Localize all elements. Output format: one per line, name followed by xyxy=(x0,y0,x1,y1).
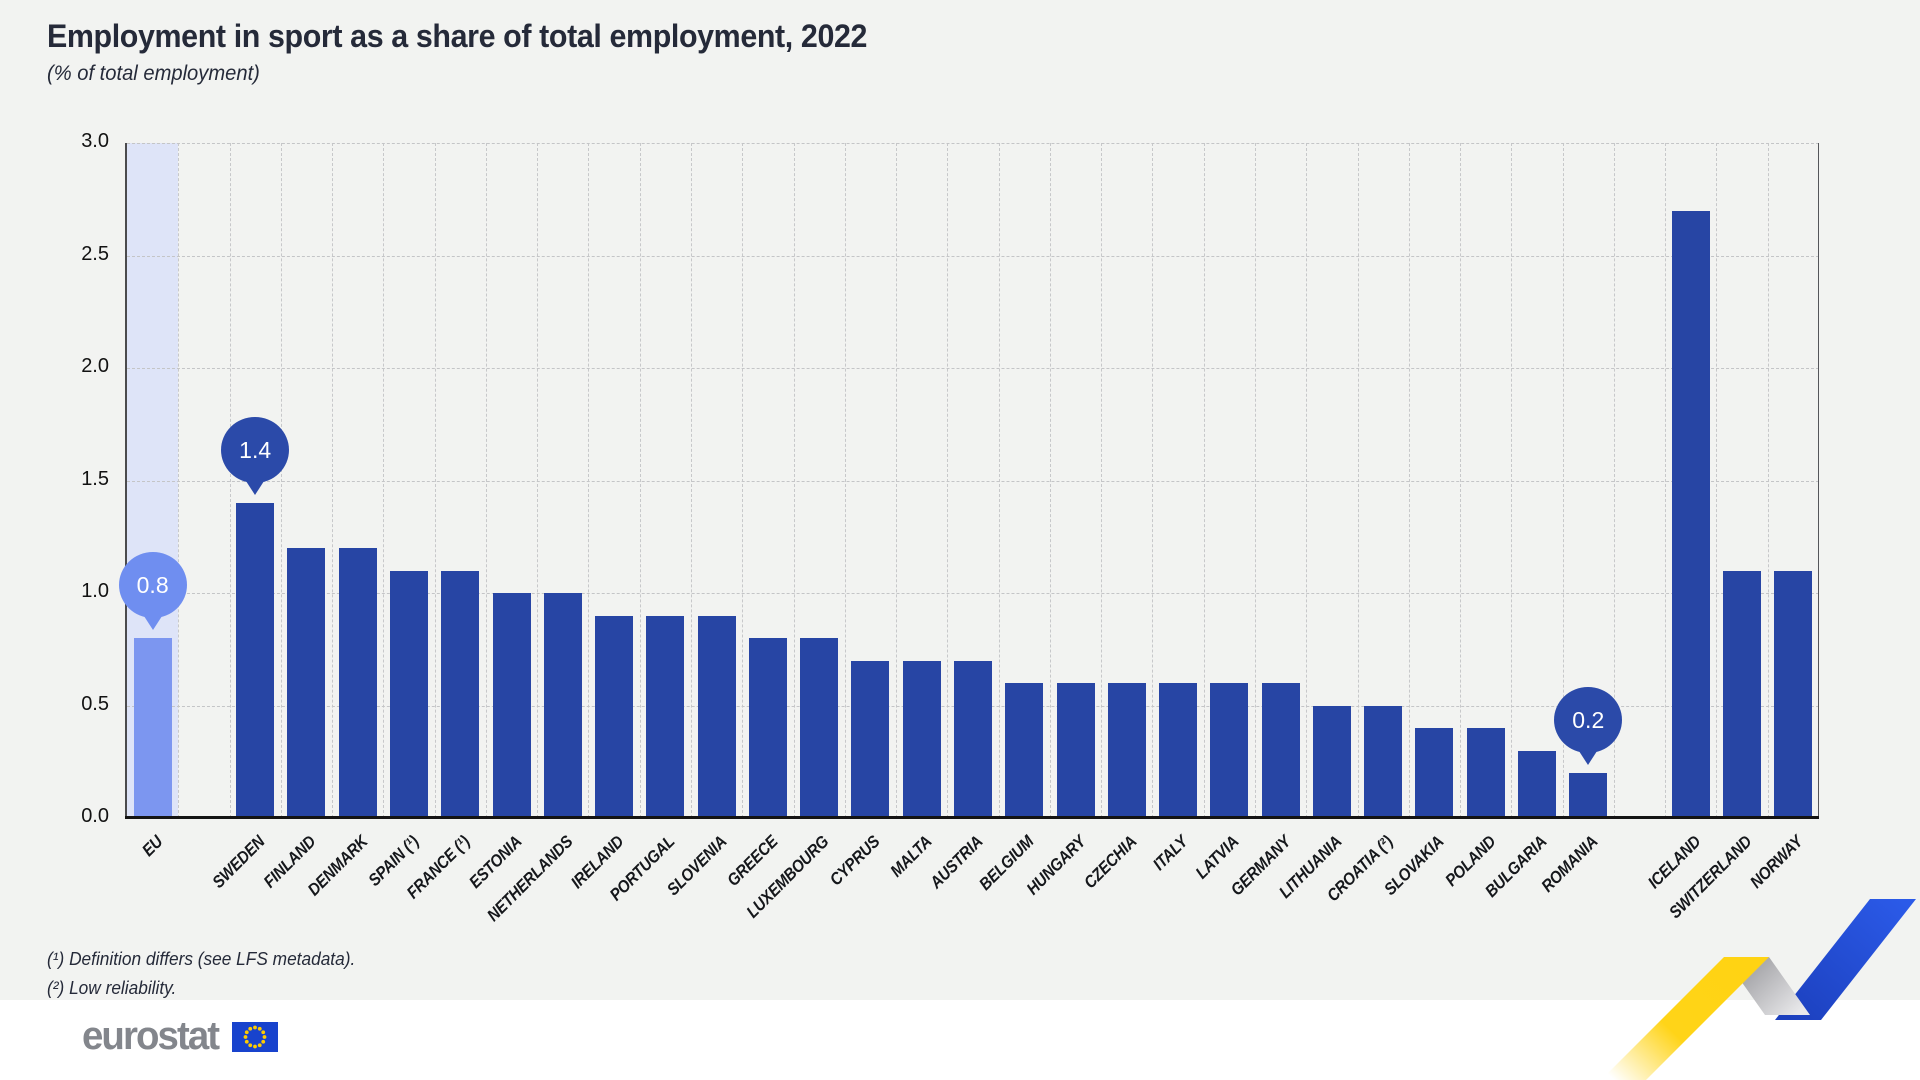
x-axis-line xyxy=(125,816,1819,819)
y-axis-tick-label: 1.5 xyxy=(81,467,109,490)
bar-belgium xyxy=(1005,683,1044,818)
bar-finland xyxy=(287,548,326,818)
bar-malta xyxy=(902,660,941,818)
y-axis-tick-label: 2.5 xyxy=(81,242,109,265)
y-axis-line xyxy=(125,143,127,818)
horizontal-gridline xyxy=(127,255,1819,257)
y-axis-tick-label: 3.0 xyxy=(81,130,109,152)
value-callout-sweden: 1.4 xyxy=(221,417,290,483)
y-axis-tick-label: 1.0 xyxy=(81,580,109,602)
bar-iceland xyxy=(1671,210,1710,818)
bar-france xyxy=(441,570,480,818)
bar-slovenia xyxy=(697,615,736,818)
bar-poland xyxy=(1466,728,1505,818)
horizontal-gridline xyxy=(127,368,1819,369)
bar-ireland xyxy=(595,615,634,818)
bar-estonia xyxy=(492,593,531,818)
footer-band xyxy=(0,1000,1920,1080)
bar-luxembourg xyxy=(800,638,839,818)
chart-title: Employment in sport as a share of total … xyxy=(47,18,868,54)
bar-czechia xyxy=(1107,683,1146,818)
horizontal-gridline xyxy=(127,143,1819,144)
plot-right-border xyxy=(1818,143,1819,818)
trend-ribbon-graphic xyxy=(1601,899,1916,1080)
footnotes: (¹) Definition differs (see LFS metadata… xyxy=(47,945,355,1003)
bar-cyprus xyxy=(851,660,890,818)
y-axis-tick-label: 0.0 xyxy=(81,805,109,827)
chart-subtitle: (% of total employment) xyxy=(47,62,260,85)
bar-spain xyxy=(390,570,428,818)
eurostat-logo: eurostat xyxy=(82,1014,278,1059)
footnote-definition-differs: (¹) Definition differs (see LFS metadata… xyxy=(47,949,356,969)
bar-italy xyxy=(1159,683,1198,818)
value-callout-tail-sweden xyxy=(244,478,267,495)
bar-switzerland xyxy=(1723,570,1762,818)
horizontal-gridline xyxy=(127,593,1819,594)
footnote-low-reliability: (²) Low reliability. xyxy=(47,978,177,998)
bar-germany xyxy=(1261,683,1300,818)
bar-romania xyxy=(1569,773,1608,818)
eu-flag-icon xyxy=(231,1021,278,1052)
y-axis-tick-label: 2.0 xyxy=(81,355,109,377)
bar-denmark xyxy=(338,548,377,818)
bar-lithuania xyxy=(1312,705,1351,818)
bar-greece xyxy=(748,638,787,818)
bar-latvia xyxy=(1210,683,1249,818)
bar-hungary xyxy=(1056,683,1095,818)
bar-sweden xyxy=(236,503,275,818)
value-callout-tail-eu xyxy=(141,613,164,630)
value-callout-eu: 0.8 xyxy=(118,552,187,618)
eurostat-logo-text: eurostat xyxy=(82,1014,220,1058)
bar-bulgaria xyxy=(1518,750,1556,818)
value-callout-tail-romania xyxy=(1577,748,1600,765)
bar-austria xyxy=(954,660,992,818)
bar-eu xyxy=(133,638,172,818)
bar-netherlands xyxy=(543,593,582,818)
plot-area: 3.0 2.5 2.0 1.5 1.0 0.5 0.0 EU SWEDEN FINLAND DENM… xyxy=(81,130,1819,925)
bar-portugal xyxy=(646,615,685,818)
horizontal-gridline xyxy=(127,480,1819,482)
bar-croatia xyxy=(1364,705,1403,818)
bar-norway xyxy=(1774,570,1813,818)
ribbon-blue-segment xyxy=(1775,899,1916,1020)
bar-slovakia xyxy=(1415,728,1454,818)
y-axis-tick-label: 0.5 xyxy=(81,692,109,715)
ribbon-yellow-segment xyxy=(1601,957,1769,1080)
value-callout-romania: 0.2 xyxy=(1554,687,1623,753)
